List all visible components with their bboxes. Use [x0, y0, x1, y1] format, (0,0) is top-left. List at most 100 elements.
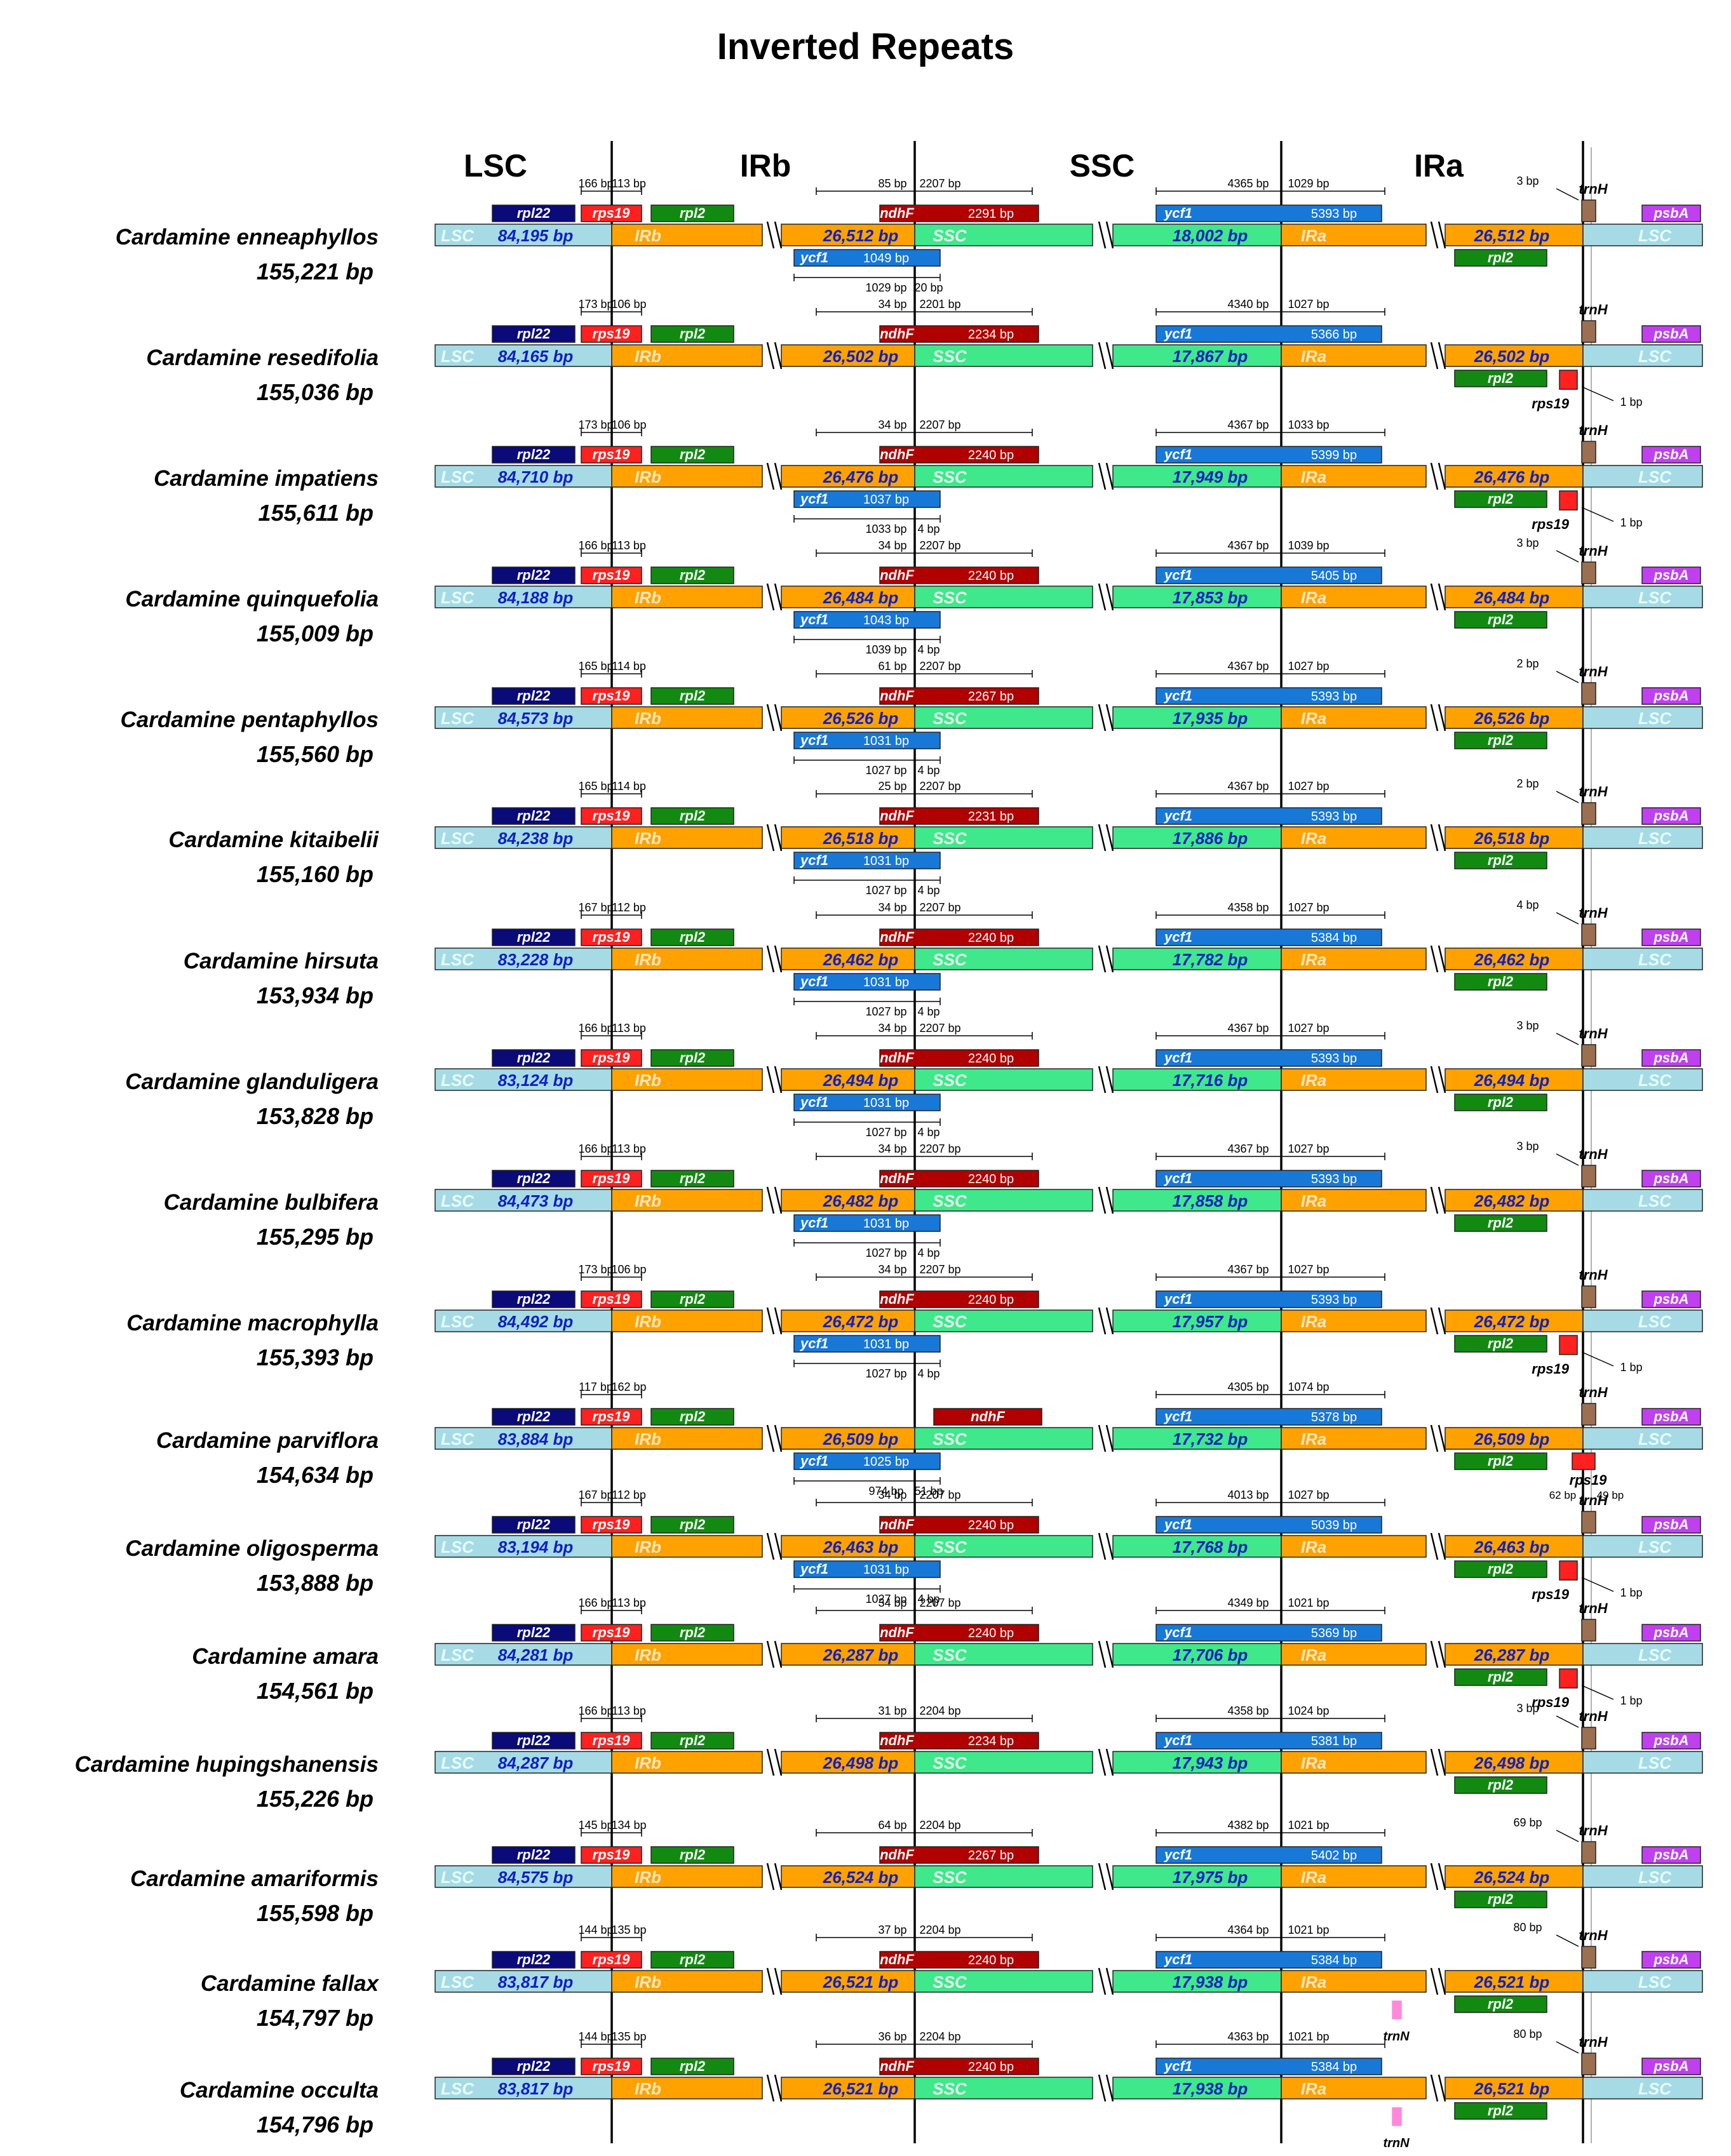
break-mark	[1098, 1532, 1107, 1560]
ndhF-length: 2231 bp	[968, 810, 1014, 824]
irb-label: IRb	[635, 1753, 661, 1772]
rps19-right-bp: 135 bp	[611, 1924, 646, 1936]
ndhF-length: 2240 bp	[968, 569, 1014, 583]
irb-label: IRb	[635, 1645, 661, 1664]
ycf1-right-bp: 1027 bp	[1288, 1489, 1329, 1501]
genome-length: 155,598 bp	[257, 1900, 374, 1926]
rpl22-gene	[492, 1624, 576, 1642]
rpl22-label: rpl22	[517, 205, 551, 221]
rps19-label: rps19	[593, 1517, 630, 1532]
ycf1-fragment-label: ycf1	[800, 1336, 828, 1351]
break-mark	[774, 945, 783, 973]
ssc-segment-right	[1112, 1309, 1282, 1332]
rpl2-label: rpl2	[680, 1732, 706, 1748]
irb-length: 26,463 bp	[823, 1537, 899, 1557]
ndhF-right-bp: 2207 bp	[919, 901, 960, 914]
psbA-gene	[1641, 566, 1701, 584]
rps19-gap-bp: 1 bp	[1620, 396, 1642, 408]
rps19-pointer	[1581, 507, 1614, 522]
rps19-gene-ira	[1572, 1452, 1596, 1470]
ndhF-length: 2240 bp	[968, 1518, 1014, 1532]
irb-segment-right	[781, 1643, 915, 1666]
break-mark	[1438, 1066, 1446, 1094]
rps19-right-bp: 113 bp	[612, 1022, 646, 1034]
ndhF-length: 2240 bp	[968, 1626, 1014, 1640]
ssc-label: SSC	[933, 1312, 967, 1331]
irb-segment-left	[611, 706, 763, 729]
lsc-end-label: LSC	[1638, 2079, 1672, 2098]
rpl2-ira-label: rpl2	[1488, 732, 1514, 748]
irb-segment-right	[781, 1865, 915, 1888]
ssc-segment-left	[914, 344, 1093, 367]
ycf1-gene	[1155, 446, 1382, 464]
irb-label: IRb	[635, 226, 661, 245]
ycf1-frag-left-bp: 1027 bp	[865, 1005, 906, 1018]
rpl22-label: rpl22	[517, 1517, 551, 1532]
ndhF-gene	[879, 204, 1039, 222]
lsc-label: LSC	[441, 829, 475, 848]
break-mark	[1105, 221, 1114, 249]
rps19-left-bp: 166 bp	[578, 177, 613, 190]
break-mark	[774, 1863, 783, 1891]
lsc-segment-end	[1582, 1643, 1703, 1666]
break-mark	[774, 462, 783, 490]
break-mark	[1430, 1748, 1439, 1776]
ira-segment-left	[1281, 344, 1427, 367]
rpl2-gene	[650, 1951, 734, 1969]
ira-label: IRa	[1301, 1972, 1326, 1992]
ycf1-fragment	[793, 1452, 941, 1470]
ssc-label: SSC	[933, 1537, 967, 1557]
rpl2-label: rpl2	[680, 1847, 706, 1863]
ndhF-gene	[879, 687, 1039, 705]
rpl2-gene-ira	[1454, 490, 1547, 508]
ycf1-fragment-length: 1043 bp	[863, 613, 909, 627]
psbA-gene	[1641, 1049, 1701, 1067]
irb-label: IRb	[635, 950, 661, 969]
trnN-label: trnN	[1383, 2030, 1410, 2044]
ycf1-gene	[1155, 1732, 1382, 1750]
ira-segment-right	[1445, 1535, 1584, 1558]
ycf1-left-bp: 4367 bp	[1227, 780, 1269, 793]
rpl2-label: rpl2	[680, 1624, 706, 1640]
trnH-distance-bp: 3 bp	[1516, 1019, 1539, 1032]
break-mark	[766, 1640, 775, 1668]
lsc-label: LSC	[441, 1191, 475, 1210]
ndhF-length: 2234 bp	[968, 328, 1014, 342]
rpl2-gene-ira	[1454, 1995, 1547, 2013]
rpl2-gene-ira	[1454, 249, 1547, 267]
species-name: Cardamine amara	[192, 1644, 379, 1669]
rpl2-gene-ira	[1454, 1560, 1547, 1578]
lsc-label: LSC	[441, 1753, 475, 1772]
ndhF-left-bp: 34 bp	[878, 1489, 906, 1501]
species-name: Cardamine fallax	[201, 1971, 380, 1996]
rpl2-ira-label: rpl2	[1488, 1891, 1514, 1907]
trnH-distance-bp: 2 bp	[1516, 657, 1539, 670]
rpl2-gene	[650, 325, 734, 343]
irb-segment-right	[781, 826, 915, 849]
species-row: Cardamine amara 154,561 bp LSC IRb SSC IRa LSC…	[192, 1597, 1703, 1710]
ira-segment-left	[1281, 1643, 1427, 1666]
lsc-segment-end	[1582, 2077, 1703, 2099]
ycf1-left-bp: 4340 bp	[1227, 298, 1269, 311]
trnH-label: trnH	[1579, 1384, 1608, 1400]
ycf1-fragment	[793, 1214, 941, 1232]
ira-segment-left	[1281, 1751, 1427, 1774]
irb-length: 26,521 bp	[823, 2079, 899, 2098]
rps19-label: rps19	[593, 688, 630, 704]
break-mark	[1438, 462, 1446, 490]
break-mark	[1430, 1066, 1439, 1094]
ira-label: IRa	[1301, 588, 1326, 607]
trnH-distance-bp: 69 bp	[1513, 1816, 1542, 1829]
break-mark	[774, 1307, 783, 1335]
ycf1-frag-right-bp: 4 bp	[917, 1247, 940, 1259]
rpl2-label: rpl2	[680, 1291, 706, 1307]
ndhF-right-bp: 2207 bp	[919, 660, 960, 673]
break-mark	[1438, 1186, 1446, 1214]
ndhF-right-bp: 2207 bp	[919, 1489, 960, 1501]
ssc-length: 17,867 bp	[1173, 347, 1248, 366]
irb-segment-right	[781, 1427, 915, 1450]
break-mark	[1105, 1863, 1114, 1891]
rps19-gene	[581, 2058, 642, 2075]
ycf1-frag-left-bp: 1027 bp	[865, 1247, 906, 1259]
ndhF-right-bp: 2207 bp	[919, 1022, 960, 1034]
